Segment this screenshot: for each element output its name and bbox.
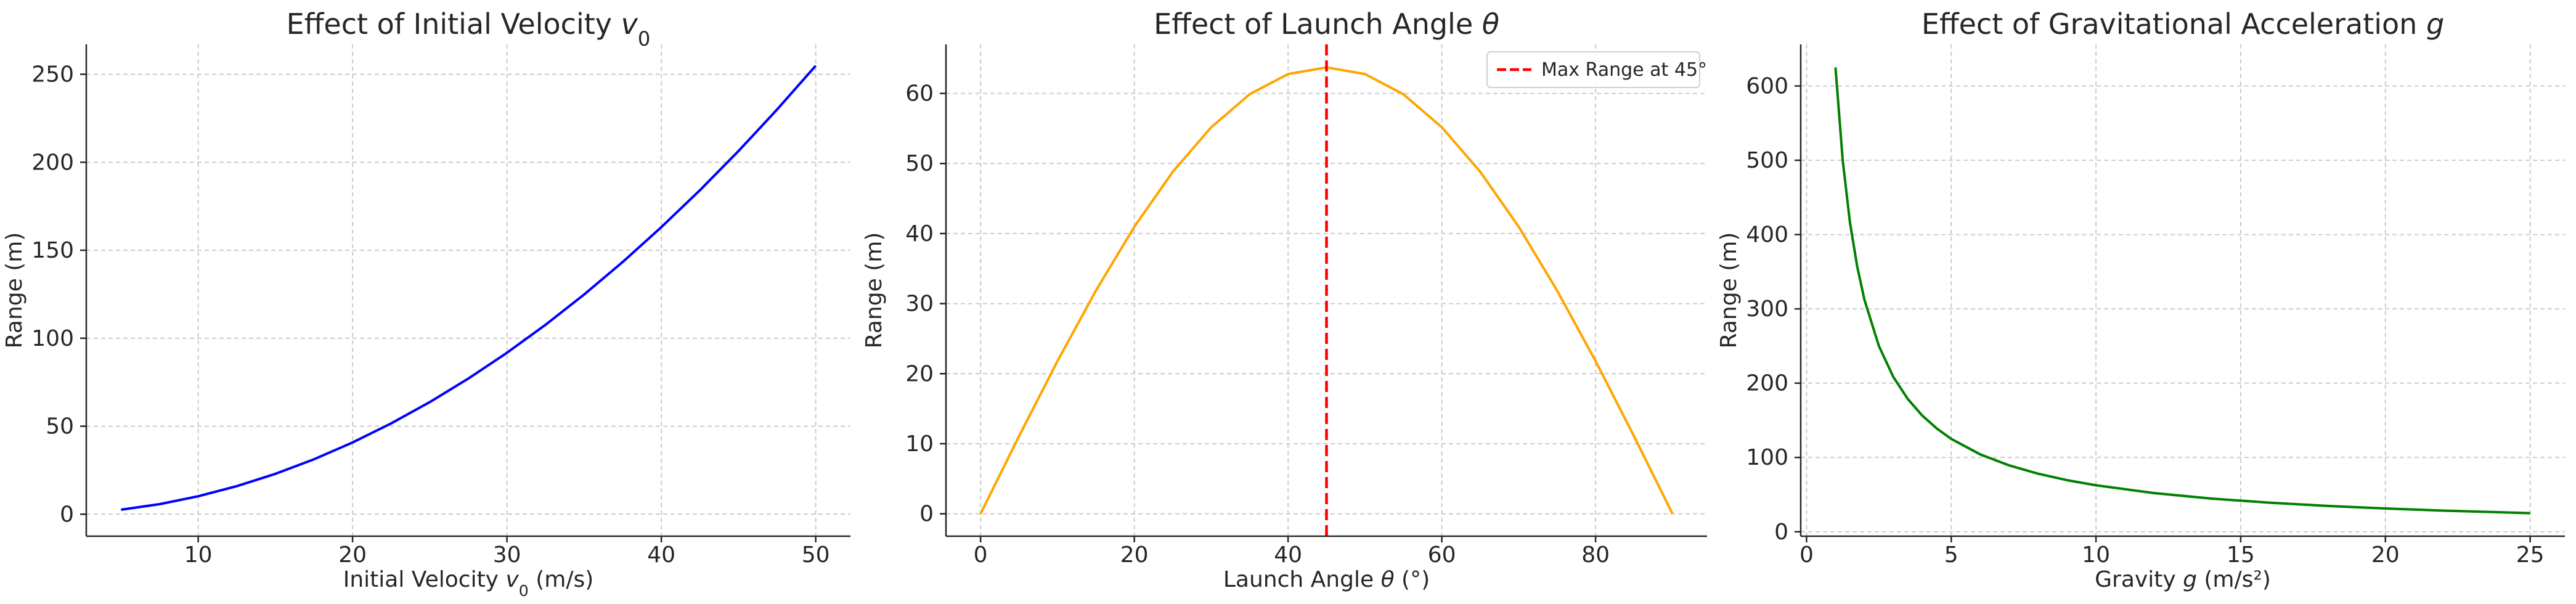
x-tick-label: 40 bbox=[647, 542, 675, 568]
chart-title: Effect of Launch Angle θ bbox=[1154, 7, 1499, 41]
legend: Max Range at 45° bbox=[1486, 51, 1707, 88]
y-tick-label: 0 bbox=[1774, 520, 1788, 545]
x-tick-label: 40 bbox=[1274, 542, 1302, 568]
y-tick-label: 10 bbox=[905, 431, 934, 457]
x-axis-label: Initial Velocity v0 (m/s) bbox=[343, 567, 594, 600]
chart-panel-3: 0 5 10 15 20 25 0 100 200 300 400 500 600 Effect of G… bbox=[1716, 7, 2565, 592]
chart-panel-2: 0 20 40 60 80 0 10 20 30 40 50 60 Effect of Launch A… bbox=[862, 7, 1707, 592]
x-tick-label: 0 bbox=[1800, 542, 1814, 568]
y-tick-label: 50 bbox=[905, 151, 934, 176]
chart-title: Effect of Initial Velocity v0 bbox=[287, 7, 651, 51]
x-tick-label: 50 bbox=[802, 542, 830, 568]
y-axis-label: Range (m) bbox=[2, 232, 27, 349]
x-tick-label: 0 bbox=[974, 542, 988, 568]
legend-label: Max Range at 45° bbox=[1541, 59, 1707, 81]
x-tick-label: 5 bbox=[1944, 542, 1958, 568]
y-tick-label: 400 bbox=[1746, 222, 1788, 248]
x-tick-label: 10 bbox=[184, 542, 213, 568]
y-tick-label: 100 bbox=[31, 326, 74, 351]
series-line-1 bbox=[121, 65, 817, 511]
x-tick-label: 20 bbox=[1120, 542, 1149, 568]
chart-panel-1: 10 20 30 40 50 0 50 100 150 200 250 Effect of Initi… bbox=[2, 7, 850, 600]
y-tick-label: 250 bbox=[31, 62, 74, 88]
series-line-1 bbox=[1834, 67, 2530, 515]
y-tick-label: 50 bbox=[46, 414, 74, 439]
y-tick-label: 300 bbox=[1746, 296, 1788, 322]
x-axis-label: Launch Angle θ (°) bbox=[1223, 567, 1430, 592]
y-tick-label: 60 bbox=[905, 81, 934, 107]
x-tick-label: 20 bbox=[2371, 542, 2400, 568]
x-tick-label: 30 bbox=[493, 542, 521, 568]
y-axis-label: Range (m) bbox=[862, 232, 887, 349]
x-tick-label: 60 bbox=[1428, 542, 1456, 568]
y-tick-label: 200 bbox=[31, 150, 74, 175]
y-tick-label: 20 bbox=[905, 361, 934, 386]
x-tick-label: 25 bbox=[2516, 542, 2545, 568]
y-axis-label: Range (m) bbox=[1716, 232, 1742, 349]
y-tick-label: 40 bbox=[905, 221, 934, 247]
y-tick-label: 150 bbox=[31, 238, 74, 263]
x-tick-label: 15 bbox=[2227, 542, 2255, 568]
y-tick-label: 600 bbox=[1746, 74, 1788, 99]
chart-title: Effect of Gravitational Acceleration g bbox=[1922, 7, 2444, 41]
y-tick-label: 100 bbox=[1746, 445, 1788, 470]
y-tick-label: 0 bbox=[919, 502, 934, 527]
y-tick-label: 500 bbox=[1746, 148, 1788, 173]
y-tick-label: 0 bbox=[60, 502, 74, 527]
y-tick-label: 200 bbox=[1746, 371, 1788, 396]
y-tick-label: 30 bbox=[905, 292, 934, 317]
x-tick-label: 80 bbox=[1581, 542, 1610, 568]
legend-box bbox=[1486, 51, 1700, 88]
x-axis-label: Gravity g (m/s²) bbox=[2095, 567, 2271, 592]
x-tick-label: 20 bbox=[338, 542, 367, 568]
x-tick-label: 10 bbox=[2082, 542, 2110, 568]
